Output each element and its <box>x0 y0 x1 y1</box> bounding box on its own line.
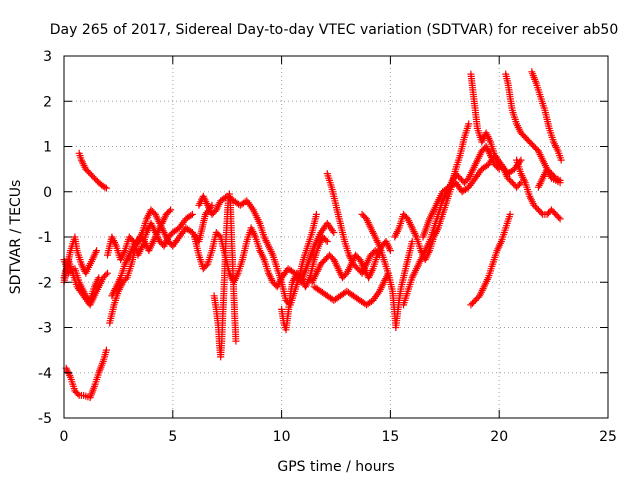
data-point-markers <box>358 210 416 331</box>
y-tick-label: -4 <box>38 366 52 382</box>
y-tick-label: -2 <box>38 275 52 291</box>
data-point-markers <box>75 149 110 192</box>
data-point-markers <box>62 346 110 402</box>
series-track-5 <box>62 346 110 402</box>
y-tick-label: 1 <box>43 140 52 156</box>
data-point-markers <box>278 233 331 334</box>
series-track-23 <box>467 210 514 309</box>
data-point-markers <box>513 156 564 223</box>
x-tick-label: 5 <box>168 429 177 445</box>
series-track-24 <box>513 156 564 223</box>
y-tick-label: -1 <box>38 230 52 246</box>
data-point-markers <box>108 201 216 300</box>
y-tick-label: -3 <box>38 321 52 337</box>
data-point-markers <box>467 210 514 309</box>
series-track-22 <box>528 68 565 164</box>
series-track-4 <box>75 149 110 192</box>
chart-title: Day 265 of 2017, Sidereal Day-to-day VTE… <box>50 22 619 38</box>
data-point-markers <box>310 269 392 309</box>
series-track-16 <box>358 210 416 331</box>
y-axis-label: SDTVAR / TECUs <box>8 180 24 295</box>
y-tick-label: 3 <box>43 49 52 65</box>
x-tick-label: 10 <box>273 429 291 445</box>
series-track-25 <box>534 165 564 191</box>
series-track-7 <box>104 210 196 264</box>
series-track-12 <box>278 233 331 334</box>
grid <box>64 56 608 418</box>
series-track-11 <box>195 192 320 309</box>
x-tick-label: 20 <box>490 429 508 445</box>
x-axis-label: GPS time / hours <box>277 459 394 475</box>
axis-ticks: 0 5 10 15 20 25 -5 -4 -3 -2 -1 0 1 2 3 <box>38 49 617 445</box>
x-tick-label: 0 <box>60 429 69 445</box>
data-point-markers <box>210 190 240 361</box>
series-track-10 <box>210 190 240 361</box>
x-tick-label: 25 <box>599 429 617 445</box>
series-track-14 <box>323 170 383 277</box>
y-tick-label: -5 <box>38 411 52 427</box>
x-tick-label: 15 <box>381 429 399 445</box>
series-track-20 <box>467 70 525 191</box>
data-point-markers <box>195 192 320 309</box>
data-point-markers <box>104 210 196 264</box>
data-point-markers <box>467 70 525 191</box>
y-tick-label: 2 <box>43 94 52 110</box>
series-track-8 <box>108 201 216 300</box>
series-track-15 <box>310 269 392 309</box>
y-tick-label: 0 <box>43 185 52 201</box>
data-point-markers <box>528 68 565 164</box>
data-point-markers <box>534 165 564 191</box>
data-point-markers <box>323 170 383 277</box>
